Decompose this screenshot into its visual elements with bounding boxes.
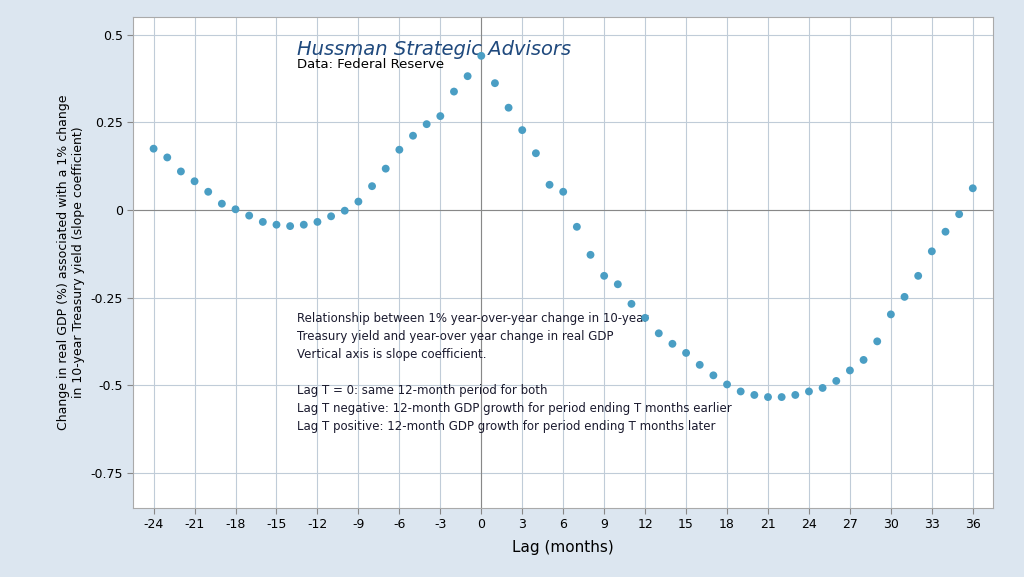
Point [514,126,530,135]
Point [268,220,285,229]
Point [568,222,585,231]
Point [350,197,367,206]
Point [419,119,435,129]
Point [527,149,544,158]
Point [542,180,558,189]
Point [583,250,599,260]
Point [282,222,298,231]
X-axis label: Lag (months): Lag (months) [512,539,614,554]
Point [801,387,817,396]
Point [609,280,626,289]
Y-axis label: Change in real GDP (%) associated with a 1% change
in 10-year Treasury yield (sl: Change in real GDP (%) associated with a… [56,95,85,430]
Point [883,310,899,319]
Point [706,371,722,380]
Point [159,153,175,162]
Point [186,177,203,186]
Point [309,218,326,227]
Point [746,391,763,400]
Point [910,271,927,280]
Point [828,376,845,385]
Point [773,392,790,402]
Point [951,209,968,219]
Point [323,212,339,221]
Point [937,227,953,237]
Point [665,339,681,349]
Text: Data: Federal Reserve: Data: Federal Reserve [297,58,444,70]
Point [404,131,421,140]
Point [965,183,981,193]
Point [924,247,940,256]
Point [719,380,735,389]
Point [391,145,408,155]
Point [378,164,394,173]
Point [296,220,312,229]
Point [486,78,503,88]
Point [200,187,216,196]
Point [364,182,380,191]
Point [432,111,449,121]
Point [814,383,830,392]
Point [650,329,667,338]
Text: Hussman Strategic Advisors: Hussman Strategic Advisors [297,40,571,59]
Point [227,205,244,214]
Text: Relationship between 1% year-over-year change in 10-year
Treasury yield and year: Relationship between 1% year-over-year c… [297,312,732,433]
Point [214,199,230,208]
Point [896,293,912,302]
Point [445,87,462,96]
Point [255,218,271,227]
Point [691,360,708,369]
Point [842,366,858,375]
Point [855,355,871,365]
Point [555,187,571,196]
Point [501,103,517,113]
Point [678,349,694,358]
Point [637,313,653,323]
Point [760,392,776,402]
Point [732,387,749,396]
Point [337,206,353,215]
Point [869,337,886,346]
Point [624,299,640,309]
Point [460,72,476,81]
Point [596,271,612,280]
Point [145,144,162,153]
Point [473,51,489,61]
Point [787,391,804,400]
Point [173,167,189,176]
Point [241,211,257,220]
